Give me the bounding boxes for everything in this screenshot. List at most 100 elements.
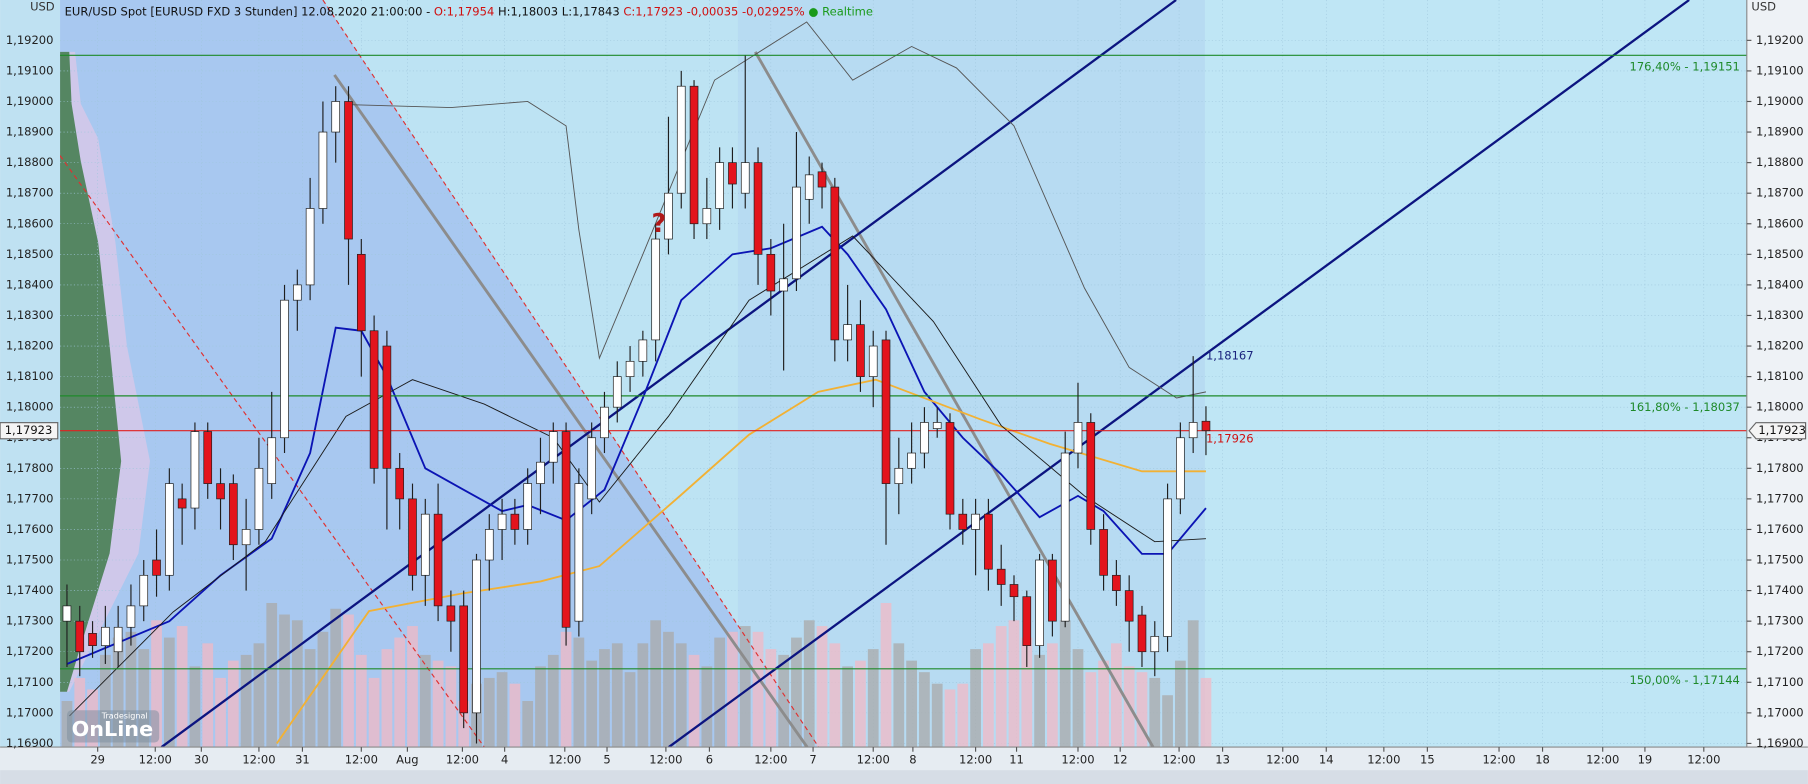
y-tick-label: 1,18400 bbox=[1756, 277, 1804, 291]
candle-body bbox=[612, 376, 622, 408]
right-axis-area bbox=[1746, 0, 1808, 748]
header-close: C:1,17923 -0,00035 -0,02925% bbox=[623, 4, 804, 18]
question-mark: ? bbox=[652, 208, 667, 238]
volume-bar bbox=[496, 672, 508, 748]
volume-bar bbox=[291, 620, 303, 748]
candle-body bbox=[113, 626, 123, 653]
candle-body bbox=[715, 162, 724, 209]
volume-bar bbox=[637, 643, 649, 748]
y-tick-label: 1,18800 bbox=[1756, 155, 1804, 169]
candle-body bbox=[638, 339, 648, 362]
volume-bar bbox=[61, 700, 73, 748]
candle-body bbox=[433, 513, 443, 607]
candle-body bbox=[728, 162, 737, 185]
y-tick-label-left: 1,18900 bbox=[6, 125, 54, 139]
header-open: O:1,17954 bbox=[434, 4, 494, 18]
y-tick-label-left: 1,18600 bbox=[6, 216, 54, 230]
y-tick-label: 1,18000 bbox=[1756, 400, 1804, 414]
candle-body bbox=[984, 513, 993, 570]
y-tick-label: 1,17800 bbox=[1756, 461, 1804, 475]
header-realtime: ● Realtime bbox=[808, 4, 873, 18]
candle-body bbox=[139, 574, 149, 607]
candle-body bbox=[1060, 452, 1070, 622]
x-axis-area bbox=[0, 747, 1808, 771]
y-tick-label: 1,18300 bbox=[1756, 308, 1804, 322]
volume-profile-core bbox=[60, 51, 122, 692]
future-area bbox=[1204, 0, 1747, 748]
y-tick-label: 1,17500 bbox=[1756, 553, 1804, 567]
volume-bar bbox=[919, 672, 930, 748]
volume-bar bbox=[995, 626, 1007, 748]
x-tick-label: 7 bbox=[809, 752, 816, 766]
candle-body bbox=[996, 568, 1006, 585]
volume-bar bbox=[1174, 660, 1186, 748]
y-tick-label: 1,18500 bbox=[1756, 247, 1804, 261]
x-tick-label: 12:00 bbox=[1586, 752, 1619, 766]
y-tick-label: 1,17400 bbox=[1756, 583, 1804, 597]
y-tick-label-left: 1,17700 bbox=[6, 491, 54, 505]
y-tick-label-left: 1,17400 bbox=[6, 583, 54, 597]
axes: 1,16900 1,16900 1,17000 1,17000 1,17100 1,171… bbox=[0, 33, 1807, 766]
volume-bar bbox=[1021, 637, 1033, 748]
y-tick-label: 1,18700 bbox=[1756, 186, 1804, 200]
volume-bar bbox=[727, 631, 738, 748]
candle-body bbox=[177, 498, 187, 509]
candle-body bbox=[689, 85, 699, 225]
candle-body bbox=[229, 483, 238, 546]
x-tick-label: 14 bbox=[1319, 752, 1334, 766]
candle-body bbox=[484, 529, 494, 561]
price-tag-label: 1,17923 bbox=[1758, 423, 1806, 437]
volume-bar bbox=[944, 689, 956, 748]
volume-bar bbox=[675, 643, 687, 748]
candle-body bbox=[1099, 529, 1108, 576]
candle-body bbox=[856, 324, 865, 377]
y-tick-label-left: 1,18300 bbox=[6, 308, 54, 322]
y-tick-label: 1,18100 bbox=[1756, 369, 1804, 383]
y-tick-label: 1,17100 bbox=[1756, 675, 1804, 689]
volume-bar bbox=[445, 666, 457, 748]
candle-body bbox=[254, 467, 264, 530]
volume-bar bbox=[355, 654, 367, 748]
levels: 176,40% - 1,19151 161,80% - 1,18037 150,00… bbox=[60, 54, 1747, 687]
y-tick-label-left: 1,18200 bbox=[6, 339, 54, 353]
candle-body bbox=[1112, 574, 1121, 591]
candle-body bbox=[1188, 422, 1198, 439]
x-tick-label: 15 bbox=[1420, 752, 1435, 766]
volume-bar bbox=[317, 631, 329, 748]
channel-line bbox=[322, 0, 820, 748]
x-tick-label: 12:00 bbox=[1687, 752, 1720, 766]
trend-lines bbox=[60, 0, 1690, 748]
volume-bar bbox=[1047, 643, 1058, 748]
x-tick-label: 13 bbox=[1215, 752, 1230, 766]
volume-bar bbox=[381, 649, 393, 748]
volume-bar bbox=[791, 637, 802, 748]
candle-body bbox=[472, 559, 481, 714]
candle-body bbox=[408, 498, 417, 576]
candle-body bbox=[356, 253, 366, 332]
candle-body bbox=[446, 605, 456, 622]
candle-body bbox=[920, 422, 929, 454]
candle-body bbox=[804, 174, 814, 200]
x-tick-label: 8 bbox=[909, 752, 916, 766]
candle-body bbox=[420, 513, 430, 576]
volume-bar bbox=[880, 602, 892, 748]
volume-bar bbox=[970, 649, 981, 748]
volume-bar bbox=[1085, 672, 1097, 748]
x-tick-label: 12:00 bbox=[446, 752, 479, 766]
price-tag bbox=[1748, 422, 1807, 440]
candle-body bbox=[1201, 420, 1211, 432]
candle-body bbox=[1150, 636, 1160, 653]
volume-bar bbox=[560, 631, 572, 748]
x-tick-label: 11 bbox=[1009, 752, 1024, 766]
x-tick-label: 12:00 bbox=[754, 752, 787, 766]
trend-line bbox=[668, 0, 1690, 748]
region-shade bbox=[737, 0, 1205, 748]
trend-line bbox=[160, 0, 1177, 748]
x-tick-label: 31 bbox=[295, 752, 310, 766]
drawings bbox=[60, 0, 1747, 748]
header: EUR/USD Spot [EURUSD FXD 3 Stunden] 12.0… bbox=[65, 4, 873, 18]
candle-body bbox=[958, 513, 968, 530]
volume-bar bbox=[163, 637, 175, 748]
indicator-line bbox=[345, 21, 1207, 399]
volume-bar bbox=[215, 677, 226, 748]
